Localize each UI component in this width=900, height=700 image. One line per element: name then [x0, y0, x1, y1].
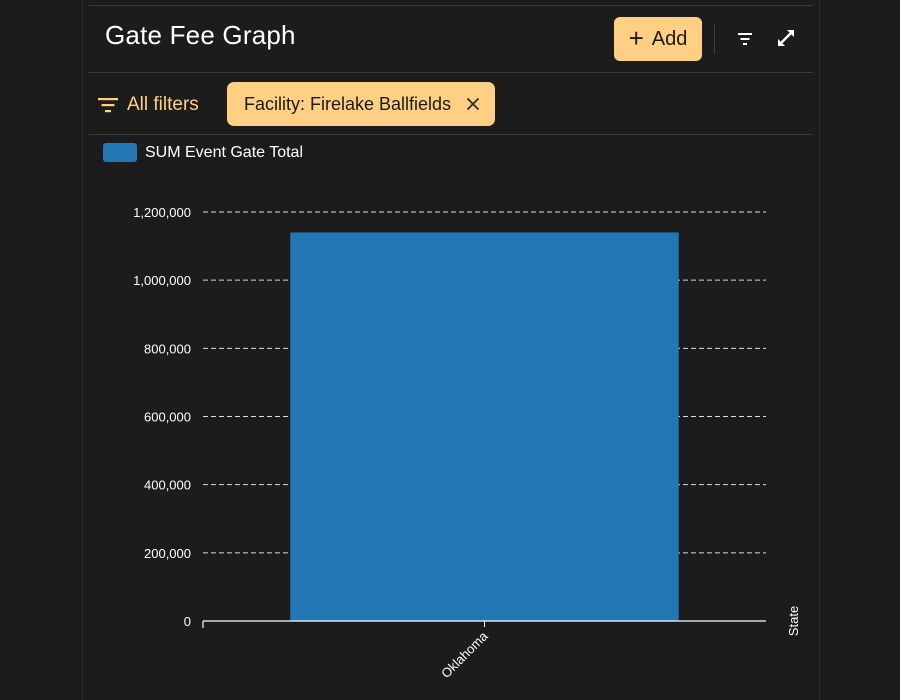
page-title: Gate Fee Graph [105, 20, 296, 50]
chart-panel: Gate Fee Graph + Add All filters [82, 0, 820, 700]
y-tick-label: 800,000 [144, 341, 191, 356]
top-divider [89, 5, 813, 6]
expand-button[interactable] [775, 27, 797, 49]
all-filters-button[interactable]: All filters [97, 92, 199, 118]
close-icon [466, 97, 480, 111]
y-tick-label: 600,000 [144, 410, 191, 425]
filter-icon [98, 98, 118, 113]
filters-bar: All filters Facility: Firelake Ballfield… [83, 80, 819, 130]
add-button-label: Add [651, 27, 688, 50]
y-tick-label: 400,000 [144, 478, 191, 493]
y-tick-label: 1,200,000 [133, 205, 191, 220]
filter-chip-facility[interactable]: Facility: Firelake Ballfields [227, 82, 496, 126]
header-separator [714, 24, 715, 54]
filters-divider [89, 134, 813, 135]
remove-filter-button[interactable] [465, 96, 481, 112]
x-tick-label: Oklahoma [438, 628, 491, 681]
chart-legend: SUM Event Gate Total [103, 143, 303, 162]
legend-label: SUM Event Gate Total [145, 143, 303, 161]
expand-icon [778, 30, 794, 46]
plus-icon: + [628, 23, 644, 53]
all-filters-label: All filters [127, 94, 199, 115]
add-button[interactable]: + Add [614, 17, 702, 61]
header-divider [89, 72, 813, 73]
x-axis-title: State [786, 606, 801, 636]
filter-lines-icon [738, 33, 752, 45]
bar [290, 232, 679, 621]
filter-chip-label: Facility: Firelake Ballfields [244, 93, 452, 114]
bar-chart: 0 200,000 400,000 600,000 800,000 1,000,000 1,… [133, 205, 801, 681]
filter-menu-button[interactable] [735, 29, 755, 49]
y-tick-label: 200,000 [144, 546, 191, 561]
y-tick-label: 1,000,000 [133, 273, 191, 288]
y-tick-label: 0 [184, 614, 191, 629]
legend-swatch [103, 143, 137, 162]
